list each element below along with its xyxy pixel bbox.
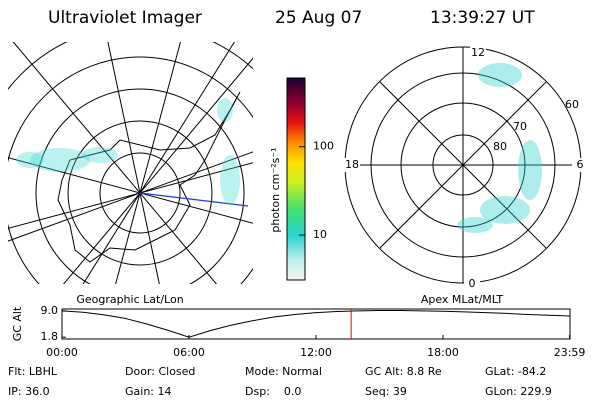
colorbar-tick-label: 100 xyxy=(313,140,334,153)
aurora xyxy=(82,147,118,163)
altitude-line xyxy=(61,309,570,338)
label-bg xyxy=(344,158,360,172)
status-field: IP: 36.0 xyxy=(8,385,50,398)
status-field: GC Alt: 8.8 Re xyxy=(365,365,442,378)
status-field: GLat: -84.2 xyxy=(485,365,546,378)
mlt-label: 12 xyxy=(471,46,485,59)
lat-ring xyxy=(67,120,213,266)
lat-ring xyxy=(35,88,245,284)
x-tick-label: 18:00 xyxy=(427,346,459,359)
status-field: Flt: LBHL xyxy=(8,365,58,378)
x-tick-label: 23:59 xyxy=(554,346,586,359)
status-field: Mode: Normal xyxy=(245,365,322,378)
x-tick-label: 06:00 xyxy=(173,346,205,359)
altitude-frame xyxy=(61,308,571,340)
x-tick-label: 00:00 xyxy=(46,346,78,359)
time: 13:39:27 UT xyxy=(430,8,535,28)
y-tick-label: 9.0 xyxy=(41,304,59,317)
mlt-label: 0 xyxy=(469,277,476,290)
lat-ring xyxy=(99,152,181,234)
coastline xyxy=(57,91,241,263)
aurora xyxy=(220,155,240,205)
lat-ring xyxy=(8,56,253,284)
aurora xyxy=(16,152,44,168)
lat-label: 80 xyxy=(493,140,507,153)
title: Ultraviolet Imager xyxy=(48,8,202,28)
status-field: Door: Closed xyxy=(125,365,195,378)
y-tick-label: 1.8 xyxy=(41,330,59,343)
label-bg xyxy=(464,277,480,291)
mlt-label: 18 xyxy=(345,158,359,171)
status-field: Seq: 39 xyxy=(365,385,407,398)
status-field: GLon: 229.9 xyxy=(485,385,552,398)
colorbar-label: photon cm⁻²s⁻¹ xyxy=(269,147,282,232)
status-field: Gain: 14 xyxy=(125,385,172,398)
colorbar xyxy=(286,77,306,281)
meridian xyxy=(139,192,249,207)
right-panel-label: Apex MLat/MLT xyxy=(421,293,504,306)
aurora xyxy=(30,148,90,172)
label-bg xyxy=(470,46,486,60)
mlt-label: 6 xyxy=(577,158,584,171)
altitude-label: GC Alt xyxy=(11,306,24,341)
x-tick-label: 12:00 xyxy=(300,346,332,359)
aurora xyxy=(480,196,530,224)
date: 25 Aug 07 xyxy=(275,8,362,28)
status-field: Dsp: 0.0 xyxy=(245,385,301,398)
lat-label: 60 xyxy=(565,98,579,111)
aurora xyxy=(478,63,522,87)
colorbar-tick-label: 10 xyxy=(313,228,327,241)
geographic-map xyxy=(8,42,253,284)
left-panel-label: Geographic Lat/Lon xyxy=(76,293,183,306)
aurora xyxy=(457,217,493,233)
aurora xyxy=(518,140,542,200)
aurora xyxy=(217,98,233,122)
lat-label: 70 xyxy=(513,120,527,133)
mlt-line xyxy=(379,81,547,249)
label-bg xyxy=(572,158,588,172)
